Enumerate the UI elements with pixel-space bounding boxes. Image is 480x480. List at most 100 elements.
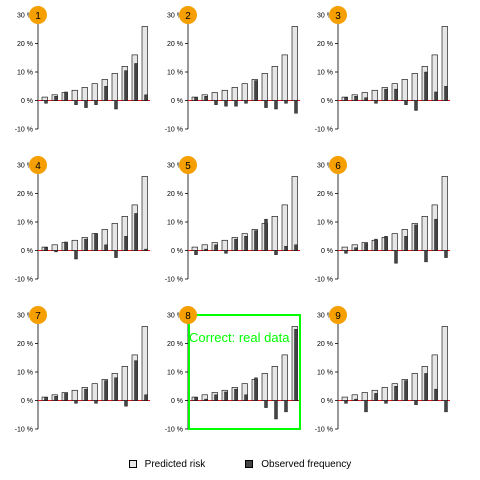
observed-bar [254, 80, 258, 101]
predicted-bar [71, 89, 78, 101]
observed-bar [294, 100, 298, 114]
observed-bar [384, 236, 388, 251]
predicted-bar [91, 83, 98, 101]
panel-1: -10 % 0 % 10 % 20 % 30 % 1 [15, 6, 150, 134]
y-tick-label: 30 % [167, 13, 183, 20]
observed-bar [194, 97, 198, 101]
observed-bar [124, 236, 128, 251]
predicted-bar [81, 87, 88, 101]
observed-bar [254, 377, 258, 401]
observed-bar [204, 96, 208, 101]
observed-bar [354, 398, 358, 401]
observed-bar [244, 100, 248, 104]
observed-bar [94, 400, 98, 404]
observed-bar [64, 393, 68, 401]
panel-badge [179, 6, 197, 24]
observed-bar [444, 86, 448, 101]
observed-bar [434, 218, 438, 251]
predicted-bar [341, 246, 348, 251]
predicted-bar [371, 89, 378, 101]
y-tick-label: 30 % [317, 163, 333, 170]
y-tick-label: 10 % [167, 70, 183, 77]
y-tick-label: -10 % [15, 277, 33, 284]
predicted-bar [421, 216, 428, 251]
predicted-bar [411, 373, 418, 401]
observed-bar [384, 400, 388, 404]
y-tick-label: 20 % [167, 191, 183, 198]
observed-bar [244, 394, 248, 401]
predicted-bar [111, 73, 118, 101]
observed-bar [104, 86, 108, 101]
observed-bar [444, 250, 448, 258]
panel-badge [329, 156, 347, 174]
observed-bar [194, 250, 198, 255]
observed-bar [264, 218, 268, 251]
predicted-bar [141, 326, 148, 401]
legend-item-predicted: Predicted risk [128, 459, 205, 470]
y-tick-label: -10 % [315, 427, 333, 434]
predicted-bar [391, 233, 398, 251]
y-tick-label: 10 % [17, 70, 33, 77]
predicted-bar [41, 96, 48, 101]
observed-bar [234, 238, 238, 251]
observed-bar [434, 388, 438, 401]
observed-bar [74, 250, 78, 260]
observed-bar [84, 388, 88, 401]
observed-bar [134, 213, 138, 251]
y-tick-label: -10 % [165, 427, 183, 434]
observed-bar [74, 400, 78, 404]
predicted-bar [91, 383, 98, 401]
panel-badge [29, 6, 47, 24]
observed-bar [434, 91, 438, 101]
observed-bar [264, 100, 268, 108]
observed-bar [94, 233, 98, 251]
observed-bar [284, 400, 288, 413]
observed-bar [344, 250, 348, 254]
y-tick-label: 0 % [171, 398, 183, 405]
observed-bar [284, 246, 288, 251]
predicted-bar [191, 246, 198, 251]
y-tick-label: 20 % [167, 41, 183, 48]
panel-badge [179, 306, 197, 324]
observed-bar [364, 97, 368, 101]
panel-badge [329, 6, 347, 24]
y-tick-label: 20 % [317, 41, 333, 48]
y-tick-label: 30 % [17, 13, 33, 20]
observed-bar [354, 96, 358, 101]
y-tick-label: 20 % [317, 191, 333, 198]
observed-bar [64, 241, 68, 251]
observed-bar [424, 250, 428, 263]
observed-bar [194, 397, 198, 401]
predicted-bar [261, 73, 268, 101]
panel-4: -10 % 0 % 10 % 20 % 30 % 4 [15, 156, 150, 284]
observed-bar [254, 230, 258, 251]
observed-bar [114, 100, 118, 110]
panel-badge-label: 1 [35, 11, 41, 22]
observed-bar [244, 236, 248, 251]
predicted-bar [71, 389, 78, 401]
observed-bar [214, 244, 218, 251]
predicted-bar [111, 223, 118, 251]
y-tick-label: 30 % [17, 163, 33, 170]
predicted-bar [231, 87, 238, 101]
observed-bar [64, 91, 68, 101]
observed-bar [354, 247, 358, 251]
panel-8: -10 % 0 % 10 % 20 % 30 % Correct: real data 8 [165, 306, 301, 434]
predicted-bar [271, 216, 278, 251]
y-tick-label: 10 % [167, 220, 183, 227]
observed-bar [124, 400, 128, 407]
panel-5: -10 % 0 % 10 % 20 % 30 % 5 [165, 156, 300, 284]
predicted-bar [281, 204, 288, 251]
predicted-bar [121, 365, 128, 401]
observed-bar [104, 244, 108, 251]
y-tick-label: -10 % [15, 127, 33, 134]
observed-bar [394, 386, 398, 401]
y-tick-label: 0 % [171, 248, 183, 255]
panel-7: -10 % 0 % 10 % 20 % 30 % 7 [15, 306, 150, 434]
y-tick-label: 20 % [17, 191, 33, 198]
predicted-bar [221, 89, 228, 101]
observed-bar [214, 100, 218, 105]
observed-bar [274, 250, 278, 255]
y-tick-label: 10 % [317, 220, 333, 227]
